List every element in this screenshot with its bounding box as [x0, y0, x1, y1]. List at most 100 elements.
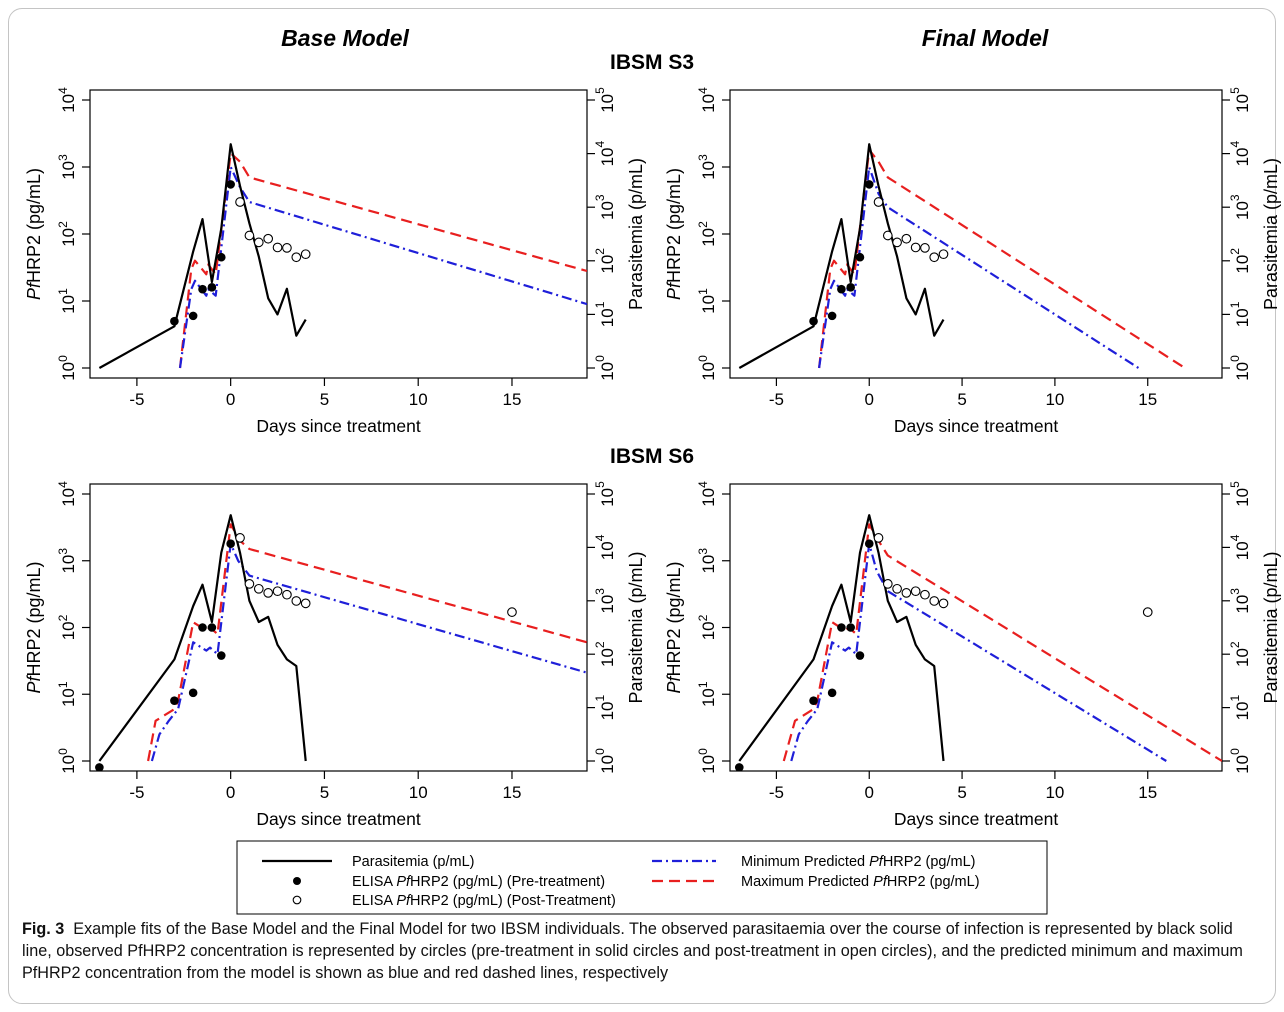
y-tick-label: 104 [696, 481, 718, 507]
parasitemia-line [738, 514, 945, 762]
elisa-pre-point [864, 539, 874, 549]
min-predicted-line [150, 542, 587, 762]
elisa-pre-point [827, 688, 837, 698]
x-tick-label: 0 [226, 390, 235, 409]
y2-tick-label: 104 [1228, 140, 1252, 166]
y-tick-label: 103 [696, 154, 718, 180]
parasitemia-line [98, 143, 307, 369]
chart-panel: -5 0 5 10 15 Days since treatment 100 101 102 103… [664, 481, 1281, 829]
column-title: Base Model [281, 25, 409, 51]
elisa-post-point [300, 598, 311, 609]
chart-panel: -5 0 5 10 15 Days since treatment 100 101 102 103… [24, 87, 646, 436]
x-tick-label: 5 [957, 783, 966, 802]
y2-axis-label: Parasitemia (p/mL) [1261, 551, 1281, 703]
legend-post-swatch [292, 895, 302, 905]
elisa-post-point [938, 598, 949, 609]
x-axis-label: Days since treatment [256, 416, 421, 436]
elisa-post-point [244, 579, 255, 589]
elisa-post-point [291, 252, 302, 263]
elisa-pre-point [827, 311, 837, 321]
elisa-post-point [235, 533, 245, 543]
legend-label: Parasitemia (p/mL) [352, 854, 474, 870]
max-predicted-line [147, 523, 587, 762]
elisa-pre-point [846, 283, 855, 292]
elisa-post-point [892, 583, 902, 594]
y2-tick-label: 103 [1228, 194, 1252, 220]
x-tick-label: 0 [865, 783, 874, 802]
y-axis-label: PfHRP2 (pg/mL) [24, 168, 44, 300]
y2-tick-label: 105 [593, 87, 617, 113]
x-tick-label: 10 [409, 390, 428, 409]
elisa-post-point [882, 230, 893, 241]
elisa-pre-point [809, 696, 818, 706]
caption-label: Fig. 3 [22, 920, 65, 938]
max-predicted-line [178, 152, 587, 369]
elisa-post-point [873, 197, 884, 207]
x-tick-label: -5 [129, 390, 144, 409]
legend-label: Minimum Predicted PfHRP2 (pg/mL) [741, 854, 976, 870]
legend-label: ELISA PfHRP2 (pg/mL) (Pre-treatment) [352, 874, 605, 890]
elisa-pre-point [170, 696, 179, 706]
y2-tick-label: 101 [1228, 694, 1252, 720]
y2-tick-label: 101 [593, 694, 617, 720]
y-tick-label: 102 [56, 614, 78, 640]
elisa-post-point [244, 230, 255, 241]
elisa-post-point [235, 197, 245, 207]
figure-frame [8, 8, 1276, 1004]
y-axis-label: PfHRP2 (pg/mL) [664, 561, 684, 693]
elisa-pre-point [216, 252, 226, 262]
column-title: Final Model [922, 25, 1049, 51]
elisa-post-point [300, 249, 311, 260]
y2-axis-label: Parasitemia (p/mL) [1261, 158, 1281, 310]
y2-tick-label: 102 [1228, 248, 1252, 274]
y-tick-label: 102 [56, 221, 78, 247]
y2-tick-label: 102 [1228, 641, 1252, 667]
elisa-pre-point [837, 284, 846, 294]
elisa-post-point [507, 607, 517, 617]
legend-label: ELISA PfHRP2 (pg/mL) (Post-Treatment) [352, 893, 616, 909]
elisa-post-point [901, 588, 912, 598]
y2-tick-label: 103 [1228, 588, 1252, 614]
elisa-post-point [282, 243, 292, 253]
elisa-pre-point [170, 316, 179, 326]
chart-panel: -5 0 5 10 15 Days since treatment 100 101 102 103… [24, 481, 646, 829]
y2-axis-label: Parasitemia (p/mL) [626, 551, 646, 703]
row-title: IBSM S6 [610, 445, 694, 468]
elisa-pre-point [226, 539, 235, 549]
elisa-post-point [253, 583, 264, 594]
y-tick-label: 102 [696, 221, 718, 247]
y2-tick-label: 105 [593, 481, 617, 507]
elisa-pre-point [734, 763, 744, 771]
y2-tick-label: 100 [1228, 355, 1252, 381]
row-title: IBSM S3 [610, 51, 694, 74]
elisa-pre-point [855, 252, 865, 262]
min-predicted-line [178, 165, 587, 369]
y2-tick-label: 100 [1228, 748, 1252, 774]
y-axis-label: PfHRP2 (pg/mL) [664, 168, 684, 300]
x-tick-label: -5 [129, 783, 144, 802]
figure-caption: Fig. 3 Example fits of the Base Model an… [22, 918, 1266, 984]
max-predicted-line [782, 523, 1222, 762]
y2-tick-label: 102 [593, 641, 617, 667]
y-tick-label: 100 [696, 748, 718, 774]
elisa-post-point [282, 589, 292, 600]
elisa-pre-point [207, 283, 217, 292]
x-tick-label: 5 [320, 390, 329, 409]
elisa-post-point [938, 249, 949, 260]
x-tick-label: 10 [1045, 783, 1064, 802]
x-tick-label: 5 [320, 783, 329, 802]
y-axis-label: PfHRP2 (pg/mL) [24, 561, 44, 693]
y-tick-label: 101 [696, 681, 718, 707]
elisa-pre-point [864, 180, 874, 189]
y2-tick-label: 100 [593, 355, 617, 381]
elisa-post-point [291, 596, 302, 606]
min-predicted-line [790, 542, 1167, 762]
y2-tick-label: 100 [593, 748, 617, 774]
x-axis-label: Days since treatment [894, 809, 1059, 829]
x-tick-label: 15 [503, 390, 522, 409]
y-tick-label: 103 [56, 548, 78, 574]
elisa-post-point [873, 533, 884, 543]
elisa-post-point [272, 586, 283, 597]
y-tick-label: 100 [696, 355, 718, 381]
y2-tick-label: 104 [1228, 534, 1252, 560]
